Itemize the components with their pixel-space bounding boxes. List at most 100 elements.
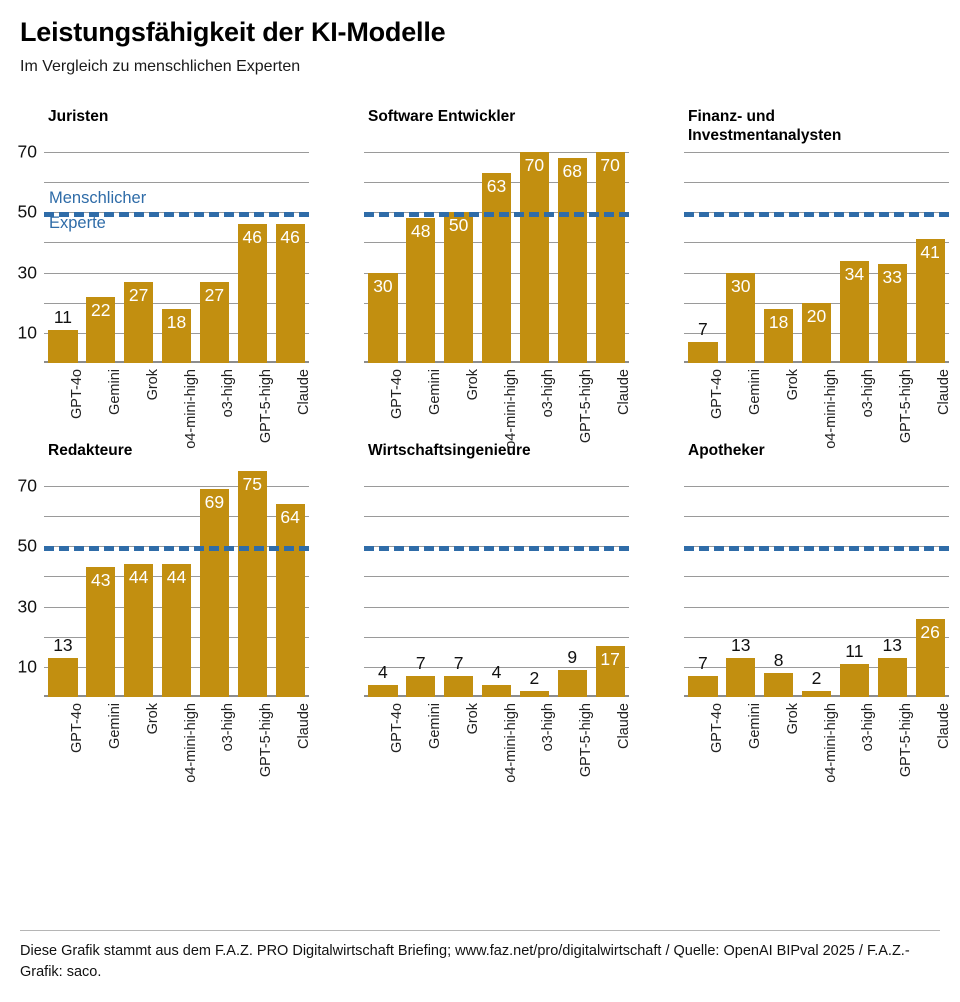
bar[interactable]: 26 bbox=[915, 618, 945, 697]
x-axis-tick: o3-high bbox=[195, 365, 236, 443]
plot-area: 11 22 27 18 27 46 46 Menschlicher Experte bbox=[44, 152, 309, 363]
bar[interactable]: 20 bbox=[801, 302, 832, 363]
gridline bbox=[44, 152, 309, 153]
bar[interactable]: 30 bbox=[726, 272, 756, 363]
bar[interactable]: 11 bbox=[839, 642, 869, 697]
bar-slot: 46 bbox=[271, 152, 309, 363]
x-axis-tick: Claude bbox=[911, 699, 953, 777]
bar-slot: 46 bbox=[233, 152, 271, 363]
y-axis bbox=[320, 486, 364, 697]
bar-slot: 50 bbox=[440, 152, 478, 363]
bar[interactable]: 34 bbox=[839, 260, 869, 363]
bar[interactable]: 2 bbox=[519, 669, 549, 697]
chart-panel: Finanz- und Investmentanalysten 7 30 18 20 34… bbox=[640, 108, 960, 449]
bar-value-label: 63 bbox=[486, 176, 507, 197]
x-axis-tick: GPT-4o bbox=[44, 365, 85, 443]
x-axis-tick: o4-mini-high bbox=[158, 365, 199, 449]
bar-value-label: 18 bbox=[768, 311, 789, 332]
bar-value-label: 44 bbox=[166, 567, 187, 588]
bar[interactable]: 22 bbox=[86, 296, 116, 363]
gridline bbox=[684, 516, 949, 518]
bar[interactable]: 18 bbox=[161, 308, 192, 363]
bar[interactable]: 13 bbox=[48, 636, 78, 697]
bar-value-label: 64 bbox=[280, 507, 300, 528]
bar[interactable]: 64 bbox=[275, 504, 305, 697]
bar[interactable]: 33 bbox=[877, 263, 907, 363]
bar[interactable]: 27 bbox=[199, 281, 229, 363]
x-axis-tick: o4-mini-high bbox=[798, 365, 839, 449]
bar-value-label: 43 bbox=[91, 570, 111, 591]
bar-slot: 30 bbox=[364, 152, 402, 363]
bar[interactable]: 7 bbox=[406, 654, 436, 697]
x-axis-tick-label: Claude bbox=[936, 703, 953, 749]
bar[interactable]: 75 bbox=[237, 470, 267, 697]
chart-panel: Wirtschaftsingenieure 4 7 7 4 2 9 17 GPT-4o Gemin… bbox=[320, 442, 640, 783]
bar[interactable]: 44 bbox=[161, 564, 192, 697]
bar[interactable]: 7 bbox=[444, 654, 474, 697]
x-axis-tick: Gemini bbox=[402, 699, 443, 777]
panel-title: Apotheker bbox=[688, 442, 765, 459]
bar-series: 7 13 8 2 11 13 26 bbox=[684, 486, 949, 697]
y-axis bbox=[640, 152, 684, 363]
bar[interactable]: 8 bbox=[764, 651, 794, 697]
x-axis-tick: GPT-5-high bbox=[553, 365, 594, 443]
panel-grid: Juristen 10 30 50 70 11 22 27 18 27 46 46 Menschlich… bbox=[0, 108, 960, 783]
bar[interactable]: 46 bbox=[237, 224, 267, 363]
y-axis-tick-label: 50 bbox=[17, 535, 37, 556]
bar[interactable]: 9 bbox=[557, 648, 587, 697]
x-axis-tick: o3-high bbox=[515, 365, 556, 443]
plot-area: 4 7 7 4 2 9 17 bbox=[364, 486, 629, 697]
bar[interactable]: 48 bbox=[406, 218, 436, 363]
bar-value-label: 2 bbox=[529, 667, 540, 688]
bar[interactable]: 2 bbox=[801, 669, 832, 697]
x-axis-tick: o4-mini-high bbox=[158, 699, 199, 783]
bar[interactable]: 13 bbox=[877, 636, 907, 697]
bar[interactable]: 69 bbox=[199, 489, 229, 697]
x-axis-tick: o3-high bbox=[835, 365, 876, 443]
bar[interactable]: 4 bbox=[481, 663, 512, 697]
bar[interactable]: 7 bbox=[688, 320, 718, 363]
bar[interactable]: 63 bbox=[481, 173, 512, 363]
bar-value-label: 11 bbox=[845, 640, 864, 661]
bar-value-label: 70 bbox=[524, 155, 545, 175]
bar-value-label: 8 bbox=[773, 649, 784, 670]
bar[interactable]: 30 bbox=[368, 272, 398, 363]
bar[interactable]: 70 bbox=[519, 152, 549, 363]
bar-value-label: 26 bbox=[920, 621, 940, 642]
bar-value-label: 44 bbox=[128, 567, 149, 588]
gridline bbox=[684, 272, 949, 274]
bar[interactable]: 27 bbox=[124, 281, 154, 363]
plot-block: 7 30 18 20 34 33 41 GPT-4o Gemini Grok o4-mini-hig… bbox=[640, 152, 960, 449]
x-axis-tick: Grok bbox=[440, 365, 481, 443]
bar[interactable]: 4 bbox=[368, 663, 398, 697]
bar[interactable]: 13 bbox=[726, 636, 756, 697]
x-axis-tick: GPT-5-high bbox=[553, 699, 594, 777]
gridline bbox=[364, 516, 629, 518]
bar[interactable]: 43 bbox=[86, 567, 116, 697]
bar[interactable]: 68 bbox=[557, 158, 587, 363]
human-expert-reference-line bbox=[364, 546, 629, 552]
page-subtitle: Im Vergleich zu menschlichen Experten bbox=[20, 57, 301, 75]
bar[interactable]: 7 bbox=[688, 654, 718, 697]
x-axis-tick: o3-high bbox=[195, 699, 236, 777]
chart-panel: Juristen 10 30 50 70 11 22 27 18 27 46 46 Menschlich… bbox=[0, 108, 320, 449]
plot-block: 4 7 7 4 2 9 17 GPT-4o Gemini Grok o4-mini-high o3-h… bbox=[320, 486, 640, 783]
bar[interactable]: 17 bbox=[595, 645, 625, 697]
bar[interactable]: 41 bbox=[915, 239, 945, 363]
bar[interactable]: 70 bbox=[595, 152, 625, 363]
x-axis-tick: GPT-5-high bbox=[873, 365, 914, 443]
gridline bbox=[364, 666, 629, 668]
bar[interactable]: 50 bbox=[444, 212, 474, 363]
bar-slot: 18 bbox=[158, 152, 196, 363]
bar[interactable]: 46 bbox=[275, 224, 305, 363]
x-axis: GPT-4o Gemini Grok o4-mini-high o3-high GPT-5… bbox=[364, 365, 632, 449]
bar[interactable]: 11 bbox=[48, 308, 78, 363]
bar-slot: 13 bbox=[44, 486, 82, 697]
bar[interactable]: 44 bbox=[124, 564, 154, 697]
x-axis: GPT-4o Gemini Grok o4-mini-high o3-high GPT-5… bbox=[364, 699, 632, 783]
plot-area: 7 30 18 20 34 33 41 bbox=[684, 152, 949, 363]
y-axis-tick-label: 10 bbox=[17, 656, 37, 677]
y-axis-tick-label: 50 bbox=[17, 201, 37, 222]
bar[interactable]: 18 bbox=[764, 308, 794, 363]
bar-value-label: 22 bbox=[91, 299, 111, 320]
